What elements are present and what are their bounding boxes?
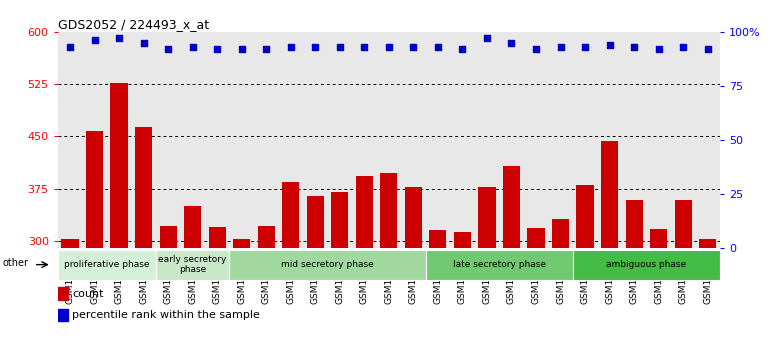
Point — [236, 46, 248, 52]
Bar — [426, 250, 573, 280]
Bar — [58, 309, 68, 321]
Text: early secretory
phase: early secretory phase — [159, 255, 227, 274]
Bar — [675, 200, 691, 354]
Text: mid secretory phase: mid secretory phase — [281, 260, 374, 269]
Bar — [62, 239, 79, 354]
Text: other: other — [3, 258, 28, 268]
Bar — [454, 233, 471, 354]
Bar — [306, 195, 324, 354]
Bar — [331, 192, 348, 354]
Point — [579, 44, 591, 50]
Text: GDS2052 / 224493_x_at: GDS2052 / 224493_x_at — [58, 18, 209, 31]
Point — [186, 44, 199, 50]
Bar — [478, 187, 496, 354]
Point — [137, 40, 149, 45]
Bar — [577, 185, 594, 354]
Bar — [552, 218, 569, 354]
Point — [604, 42, 616, 48]
Point — [260, 46, 273, 52]
Bar — [258, 225, 275, 354]
Point — [432, 44, 444, 50]
Bar — [86, 131, 103, 354]
Point — [309, 44, 321, 50]
Bar — [650, 229, 668, 354]
Bar — [573, 250, 720, 280]
Bar — [430, 230, 447, 354]
Bar — [601, 141, 618, 354]
Point — [89, 38, 101, 43]
Point — [457, 46, 469, 52]
Bar — [282, 182, 300, 354]
Point — [628, 44, 641, 50]
Bar — [110, 83, 128, 354]
Point — [652, 46, 665, 52]
Bar — [527, 228, 544, 354]
Text: percentile rank within the sample: percentile rank within the sample — [72, 310, 260, 320]
Bar — [356, 176, 373, 354]
Bar — [58, 287, 68, 300]
Point — [407, 44, 420, 50]
Point — [162, 46, 174, 52]
Bar — [699, 239, 716, 354]
Point — [64, 44, 76, 50]
Point — [113, 35, 126, 41]
Point — [358, 44, 370, 50]
Bar — [229, 250, 426, 280]
Bar — [233, 239, 250, 354]
Bar — [625, 200, 643, 354]
Bar — [209, 227, 226, 354]
Point — [383, 44, 395, 50]
Bar — [156, 250, 229, 280]
Bar — [58, 250, 156, 280]
Point — [480, 35, 493, 41]
Bar — [135, 127, 152, 354]
Text: ambiguous phase: ambiguous phase — [606, 260, 686, 269]
Point — [530, 46, 542, 52]
Bar — [184, 206, 201, 354]
Point — [554, 44, 567, 50]
Text: count: count — [72, 289, 104, 299]
Point — [333, 44, 346, 50]
Bar — [503, 166, 520, 354]
Bar — [380, 173, 397, 354]
Point — [285, 44, 297, 50]
Point — [505, 40, 517, 45]
Point — [677, 44, 689, 50]
Bar — [405, 187, 422, 354]
Point — [211, 46, 223, 52]
Text: proliferative phase: proliferative phase — [64, 260, 149, 269]
Text: late secretory phase: late secretory phase — [453, 260, 546, 269]
Bar — [159, 225, 176, 354]
Point — [701, 46, 714, 52]
